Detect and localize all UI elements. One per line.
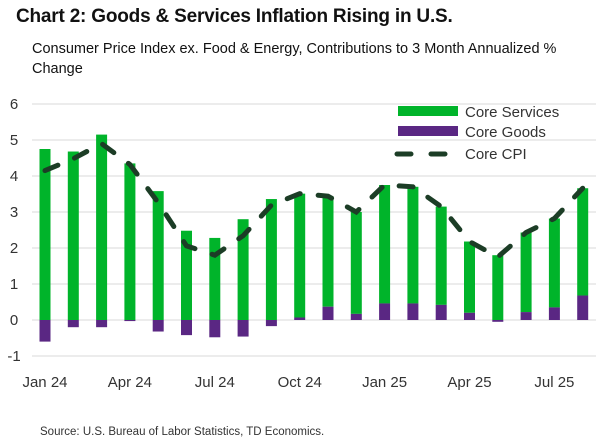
bar-core-services <box>350 212 362 314</box>
bar-core-goods <box>67 320 79 328</box>
bar-core-services <box>492 255 504 320</box>
bar-core-services <box>379 185 391 304</box>
y-tick-label: 1 <box>10 276 18 293</box>
legend-label-services: Core Services <box>465 104 559 121</box>
x-tick-label: Apr 25 <box>447 374 491 391</box>
x-tick-label: Jul 24 <box>195 374 235 391</box>
legend-label-goods: Core Goods <box>465 124 546 141</box>
x-tick-label: Jul 25 <box>534 374 574 391</box>
x-tick-label: Oct 24 <box>278 374 322 391</box>
bar-core-goods <box>181 320 192 336</box>
bar-core-services <box>435 206 447 305</box>
bar-core-services <box>96 134 108 320</box>
bar-core-goods <box>407 303 419 320</box>
bar-core-goods <box>294 317 306 320</box>
bar-core-services <box>294 193 306 318</box>
bar-core-goods <box>265 320 277 327</box>
chart-title: Chart 2: Goods & Services Inflation Risi… <box>16 6 453 27</box>
bar-core-goods <box>577 295 589 320</box>
bar-core-goods <box>322 306 334 320</box>
x-tick-label: Jan 24 <box>22 374 67 391</box>
bar-core-services <box>39 149 51 320</box>
source-note: Source: U.S. Bureau of Labor Statistics,… <box>40 426 325 438</box>
bar-core-services <box>181 230 192 320</box>
bar-core-services <box>548 218 560 308</box>
bar-core-goods <box>124 320 136 322</box>
bar-core-services <box>464 241 475 313</box>
y-tick-label: 0 <box>10 312 18 329</box>
bar-core-goods <box>464 312 475 320</box>
bar-core-services <box>407 186 419 304</box>
bar-core-goods <box>520 312 532 320</box>
x-tick-label: Jan 25 <box>362 374 407 391</box>
bar-core-services <box>237 219 249 320</box>
bar-core-services <box>265 199 277 320</box>
x-tick-label: Apr 24 <box>108 374 152 391</box>
cpi-line-group <box>42 140 586 261</box>
bar-core-goods <box>435 304 447 320</box>
bars <box>39 134 589 342</box>
bar-core-services <box>577 188 589 296</box>
chart-subtitle: Consumer Price Index ex. Food & Energy, … <box>32 41 557 77</box>
line-core-cpi <box>42 140 586 261</box>
bar-core-services <box>520 232 532 313</box>
bar-core-services <box>124 163 136 320</box>
bar-core-services <box>67 151 79 320</box>
legend-swatch-goods <box>398 126 458 136</box>
bar-core-goods <box>548 307 560 320</box>
legend-label-cpi: Core CPI <box>465 146 527 163</box>
bar-core-services <box>152 191 164 320</box>
bar-core-goods <box>492 320 504 322</box>
legend-swatch-services <box>398 106 458 116</box>
y-tick-label: 2 <box>10 240 18 257</box>
bar-core-goods <box>379 303 391 320</box>
bar-core-goods <box>152 320 164 332</box>
bar-core-goods <box>237 320 249 337</box>
bar-core-goods <box>350 313 362 320</box>
y-tick-label: 5 <box>10 132 18 149</box>
bar-core-goods <box>96 320 108 328</box>
y-tick-label: 4 <box>10 168 18 185</box>
bar-core-services <box>322 196 334 307</box>
bar-core-services <box>209 237 221 320</box>
bar-core-goods <box>39 320 51 342</box>
x-axis-ticks: Jan 24 Apr 24 Jul 24 Oct 24 Jan 25 Apr 25 Jul … <box>22 374 574 391</box>
y-tick-label: -1 <box>7 348 20 365</box>
y-axis-ticks: -1 0 1 2 3 4 5 6 <box>7 96 20 365</box>
y-tick-label: 6 <box>10 96 18 113</box>
gridlines <box>32 103 596 357</box>
legend: Core Services Core Goods Core CPI <box>394 104 559 163</box>
y-tick-label: 3 <box>10 204 18 221</box>
bar-core-goods <box>209 320 221 338</box>
